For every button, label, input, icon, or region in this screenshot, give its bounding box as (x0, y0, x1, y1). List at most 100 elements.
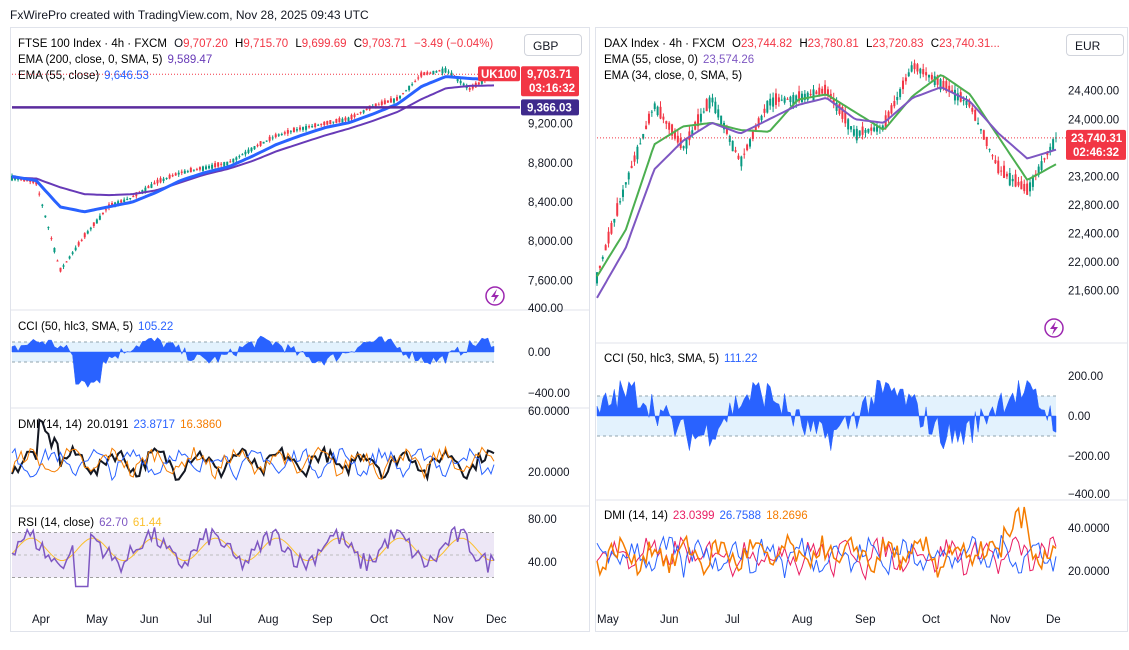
candle-body (671, 124, 674, 136)
candle-body (939, 79, 942, 90)
lightning-icon[interactable] (1044, 318, 1064, 338)
cci-tick-label: 200.00 (1068, 371, 1103, 383)
candle-body (876, 126, 879, 132)
candle-body (289, 131, 292, 133)
candle-body (129, 197, 132, 199)
candle-body (705, 99, 708, 112)
candle-body (1029, 182, 1032, 192)
candle-body (471, 85, 474, 89)
candle-body (766, 100, 769, 113)
candle-body (20, 179, 23, 181)
candle-body (601, 257, 604, 259)
candle-body (812, 89, 815, 102)
candle-body (195, 169, 198, 171)
candle-body (815, 91, 818, 95)
candle-body (685, 137, 688, 149)
candle-body (56, 260, 59, 262)
candle-body (910, 65, 913, 72)
candle-body (238, 156, 241, 158)
candle-body (171, 175, 174, 177)
month-label: Apr (32, 614, 50, 626)
candle-body (800, 93, 803, 103)
candle-body (945, 81, 948, 92)
candle-body (887, 111, 890, 120)
candle-body (74, 247, 77, 251)
last-price-badge (1066, 129, 1126, 160)
candle-body (432, 70, 435, 75)
candle-body (673, 130, 676, 139)
candle-body (77, 242, 80, 246)
candle-body (708, 97, 711, 109)
candle-body (1043, 158, 1046, 160)
candle-body (624, 182, 627, 185)
candle-body (365, 108, 368, 111)
price-tick-label: 22,400.00 (1068, 229, 1119, 241)
price-tick-label: 9,200.00 (528, 119, 573, 131)
ftse-ema2-legend: EMA (55, close) 9,646.53 (18, 70, 149, 82)
candle-body (896, 97, 899, 101)
month-label: Sep (855, 614, 875, 626)
candle-body (480, 80, 483, 84)
candle-body (374, 103, 377, 107)
candle-body (332, 121, 335, 123)
candle-body (985, 136, 988, 147)
dax-dmi-legend: DMI (14, 14) 23.0399 26.7588 18.2696 (604, 510, 808, 522)
candle-body (714, 101, 717, 113)
dmi-line-0 (11, 418, 495, 482)
candle-body (417, 77, 420, 79)
candle-body (956, 93, 959, 101)
price-tick-label: 8,000.00 (528, 236, 573, 248)
candle-body (832, 98, 835, 104)
dmi-line-2 (11, 445, 495, 481)
month-label: Nov (990, 614, 1011, 626)
candle-body (659, 106, 662, 119)
last-price-label: 9,703.71 (527, 69, 572, 81)
rsi-signal-line (11, 537, 495, 562)
candle-body (186, 171, 189, 173)
candle-body (177, 172, 180, 175)
candle-body (62, 265, 65, 267)
candle-body (92, 222, 95, 226)
candle-body (656, 106, 659, 116)
candle-body (126, 198, 129, 200)
candle-body (997, 160, 1000, 174)
candle-body (347, 117, 350, 122)
candle-body (1003, 165, 1006, 178)
candle-body (392, 98, 395, 103)
candle-body (769, 98, 772, 106)
candle-body (861, 126, 864, 135)
lightning-icon[interactable] (485, 286, 505, 306)
currency-selector-right[interactable]: EUR (1066, 34, 1124, 56)
candle-body (697, 114, 700, 127)
candle-body (341, 118, 344, 123)
candle-body (317, 124, 320, 126)
candle-body (653, 103, 656, 110)
rsi-line (11, 525, 495, 588)
candle-body (919, 68, 922, 74)
candle-body (890, 105, 893, 114)
candle-body (619, 201, 622, 203)
candle-body (305, 126, 308, 130)
candle-body (311, 126, 314, 128)
candle-body (232, 158, 235, 163)
candle-body (636, 146, 639, 160)
chart-header: FxWirePro created with TradingView.com, … (10, 8, 369, 22)
candle-body (429, 72, 432, 74)
candle-body (68, 256, 71, 259)
candle-body (737, 155, 740, 159)
candle-body (852, 129, 855, 136)
candle-body (298, 127, 301, 130)
month-label: Oct (922, 614, 941, 626)
candle-body (226, 161, 229, 166)
candle-body (235, 157, 238, 160)
candle-body (763, 108, 766, 113)
month-label: Aug (258, 614, 278, 626)
candle-body (662, 116, 665, 120)
candle-body (53, 247, 56, 253)
ftse-rsi-legend: RSI (14, close) 62.70 61.44 (18, 517, 162, 529)
candle-body (395, 97, 398, 101)
candle-body (271, 137, 274, 139)
candle-body (642, 133, 645, 139)
currency-selector-left[interactable]: GBP (524, 34, 582, 56)
candle-body (962, 100, 965, 102)
